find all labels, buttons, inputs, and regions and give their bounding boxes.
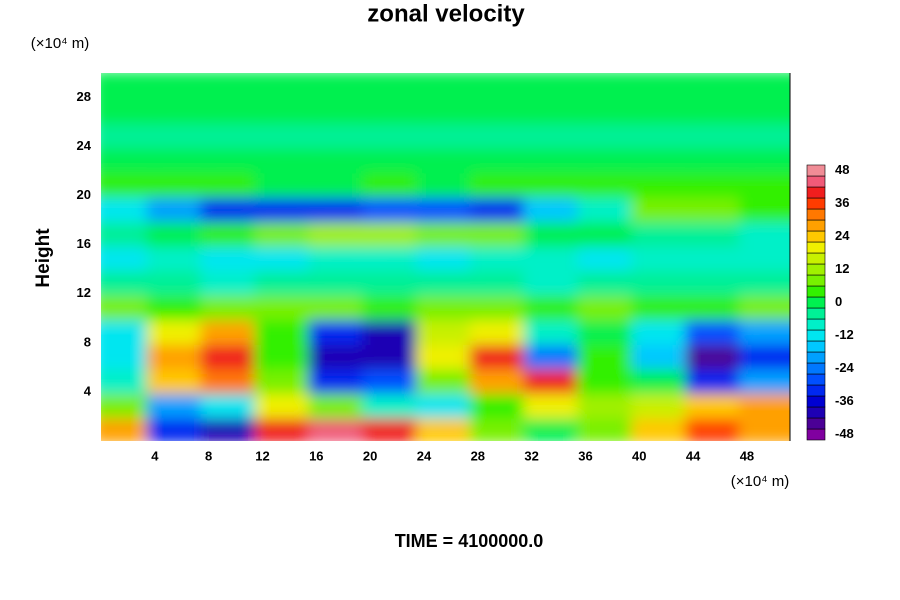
colorbar-box — [806, 263, 826, 276]
x-tick-label: 20 — [363, 448, 377, 463]
y-tick-label: 20 — [77, 187, 91, 202]
colorbar-tick-label: 24 — [835, 228, 850, 243]
cell — [738, 242, 790, 272]
cell — [738, 144, 790, 174]
colorbar-tick-label: -12 — [835, 327, 854, 342]
colorbar-box — [806, 329, 826, 342]
y-tick-label: 12 — [77, 285, 91, 300]
y-tick-label: 16 — [77, 236, 91, 251]
y-tick-label: 24 — [77, 138, 92, 153]
x-tick-label: 36 — [578, 448, 592, 463]
x-tick-label: 48 — [740, 448, 754, 463]
x-tick-label: 24 — [417, 448, 432, 463]
colorbar-box — [806, 373, 826, 386]
colorbar-box — [806, 175, 826, 188]
colorbar-box — [806, 384, 826, 397]
colorbar-box — [806, 186, 826, 199]
cell — [738, 193, 790, 223]
colorbar-box — [806, 197, 826, 210]
colorbar-box — [806, 351, 826, 364]
x-tick-label: 4 — [151, 448, 159, 463]
x-tick-label: 28 — [471, 448, 485, 463]
cell — [738, 95, 790, 125]
y-unit: (×10⁴ m) — [31, 35, 90, 52]
colorbar-box — [806, 296, 826, 309]
colorbar-box — [806, 230, 826, 243]
colorbar-box — [806, 241, 826, 254]
cell — [738, 218, 790, 247]
cell — [738, 389, 790, 419]
colorbar-box — [806, 252, 826, 265]
cell — [738, 169, 790, 198]
colorbar-tick-label: 48 — [835, 162, 849, 177]
colorbar-box — [806, 164, 826, 177]
chart-title: zonal velocity — [367, 0, 525, 27]
colorbar-box — [806, 362, 826, 375]
colorbar-tick-label: -48 — [835, 426, 854, 441]
colorbar-box — [806, 307, 826, 320]
x-tick-label: 32 — [524, 448, 538, 463]
y-tick-label: 8 — [84, 334, 91, 349]
x-tick-label: 8 — [205, 448, 212, 463]
colorbar-box — [806, 285, 826, 298]
cell — [738, 316, 790, 345]
footer: TIME = 4100000.0 — [395, 531, 544, 551]
colorbar-box — [806, 208, 826, 221]
cell — [738, 120, 790, 149]
cell — [738, 73, 790, 100]
colorbar-box — [806, 219, 826, 232]
colorbar-tick-label: 36 — [835, 195, 849, 210]
colorbar-box — [806, 274, 826, 287]
y-axis-label: Height — [33, 228, 54, 288]
x-unit: (×10⁴ m) — [731, 473, 790, 490]
colorbar-box — [806, 340, 826, 353]
y-tick-label: 4 — [84, 383, 92, 398]
colorbar-box — [806, 395, 826, 408]
cell — [738, 365, 790, 394]
colorbar-tick-label: 12 — [835, 261, 849, 276]
colorbar: -48 -36 -24 -12 0 12 24 36 48 — [806, 162, 855, 441]
field — [101, 73, 790, 441]
cell — [738, 340, 790, 370]
colorbar-box — [806, 428, 826, 441]
x-tick-label: 40 — [632, 448, 646, 463]
colorbar-box — [806, 406, 826, 419]
y-tick-label: 28 — [77, 89, 91, 104]
colorbar-tick-label: 0 — [835, 294, 842, 309]
x-tick-label: 44 — [686, 448, 701, 463]
colorbar-tick-label: -24 — [835, 360, 855, 375]
colorbar-box — [806, 318, 826, 331]
cell — [738, 291, 790, 321]
colorbar-tick-label: -36 — [835, 393, 854, 408]
colorbar-box — [806, 417, 826, 430]
cells — [101, 73, 790, 441]
cell — [738, 267, 790, 296]
cell — [738, 414, 790, 441]
x-tick-label: 12 — [255, 448, 269, 463]
x-tick-label: 16 — [309, 448, 323, 463]
